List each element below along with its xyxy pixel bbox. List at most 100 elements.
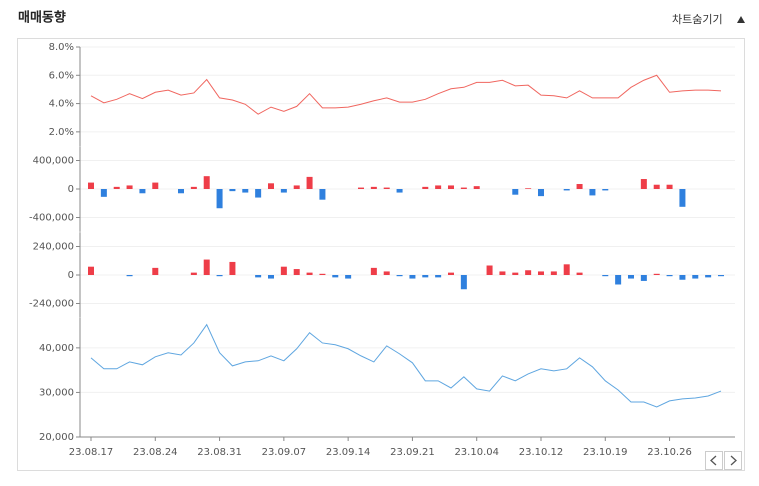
bar [177, 189, 184, 194]
bar [666, 275, 673, 277]
line-series [90, 74, 722, 115]
bar [602, 275, 609, 277]
bar [126, 185, 133, 189]
bar [409, 275, 416, 279]
bar [306, 176, 313, 189]
bar [679, 275, 686, 280]
y-tick-label: -240,000 [29, 299, 74, 310]
next-button[interactable] [724, 451, 742, 470]
bar [717, 275, 724, 277]
bar [525, 188, 532, 189]
bar [550, 271, 557, 275]
bar [383, 271, 390, 275]
bar [563, 189, 570, 191]
collapse-arrow[interactable] [737, 16, 745, 23]
bar [345, 275, 352, 279]
x-tick-label: 23.09.21 [390, 447, 435, 458]
bar [88, 266, 94, 275]
bar [525, 270, 532, 275]
bar [705, 275, 712, 278]
next-icon [730, 455, 737, 466]
bar [499, 271, 506, 275]
bar [396, 275, 403, 277]
bar [152, 182, 159, 189]
x-tick-label: 23.10.04 [454, 447, 499, 458]
bar [602, 189, 609, 191]
y-tick-label: 2.0% [49, 127, 74, 138]
chart-frame [17, 38, 745, 471]
bar [627, 275, 634, 279]
bar [242, 189, 249, 193]
y-tick-label: 0 [68, 270, 74, 281]
bar [113, 186, 120, 189]
y-tick-label: 40,000 [39, 343, 74, 354]
bar [422, 275, 429, 278]
bar [512, 189, 519, 195]
bar [216, 189, 223, 209]
bar [460, 275, 467, 290]
bar [653, 184, 660, 189]
bar [679, 189, 686, 207]
x-tick-label: 23.10.12 [519, 447, 564, 458]
bar [447, 272, 454, 275]
bar [229, 189, 236, 192]
bar [537, 189, 544, 197]
y-tick-label: 6.0% [49, 70, 74, 81]
bar [435, 275, 442, 278]
bar [537, 271, 544, 275]
bar [293, 185, 300, 189]
bar [280, 266, 287, 275]
line-series [90, 323, 722, 408]
y-tick-label: -400,000 [29, 213, 74, 224]
bar [563, 264, 570, 275]
y-tick-label: 400,000 [33, 156, 74, 167]
bar [267, 183, 274, 189]
hide-chart-button[interactable]: 차트숨기기 [672, 13, 723, 26]
bar [486, 265, 493, 275]
bar [666, 184, 673, 189]
bar [370, 267, 377, 275]
bar [255, 189, 262, 198]
bar [589, 189, 596, 196]
bar [640, 179, 647, 189]
prev-button[interactable] [705, 451, 723, 470]
bar [88, 182, 94, 189]
x-tick-label: 23.08.31 [197, 447, 242, 458]
plot-area: 8.0% 6.0% 4.0% 2.0% 400,000 0 -400,000 240,000 0… [29, 42, 735, 458]
prev-icon [710, 455, 717, 466]
bar [473, 186, 480, 189]
bar [152, 267, 159, 275]
x-tick-label: 23.09.07 [262, 447, 307, 458]
bar [280, 189, 287, 193]
x-tick-label: 23.10.19 [583, 447, 628, 458]
bar [435, 185, 442, 189]
bar [576, 272, 583, 275]
bar [383, 187, 390, 189]
bar [692, 275, 699, 279]
bar [255, 275, 262, 278]
y-tick-label: 4.0% [49, 99, 74, 110]
bar [293, 269, 300, 275]
y-tick-label: 20,000 [39, 432, 74, 443]
bar [229, 261, 236, 275]
bar [190, 272, 197, 275]
bar [396, 189, 403, 193]
bar [576, 184, 583, 189]
bar [357, 187, 364, 189]
y-tick-label: 30,000 [39, 387, 74, 398]
bar [139, 189, 146, 194]
bar [422, 186, 429, 189]
bar [319, 273, 326, 275]
x-tick-label: 23.08.24 [133, 447, 178, 458]
bar [216, 275, 223, 277]
bar [203, 259, 210, 275]
bar [190, 186, 197, 189]
bar [319, 189, 326, 200]
bar [447, 185, 454, 189]
bar [203, 176, 210, 189]
x-tick-label: 23.10.26 [647, 447, 692, 458]
bar [460, 187, 467, 189]
bar [306, 272, 313, 275]
x-tick-label: 23.08.17 [69, 447, 114, 458]
